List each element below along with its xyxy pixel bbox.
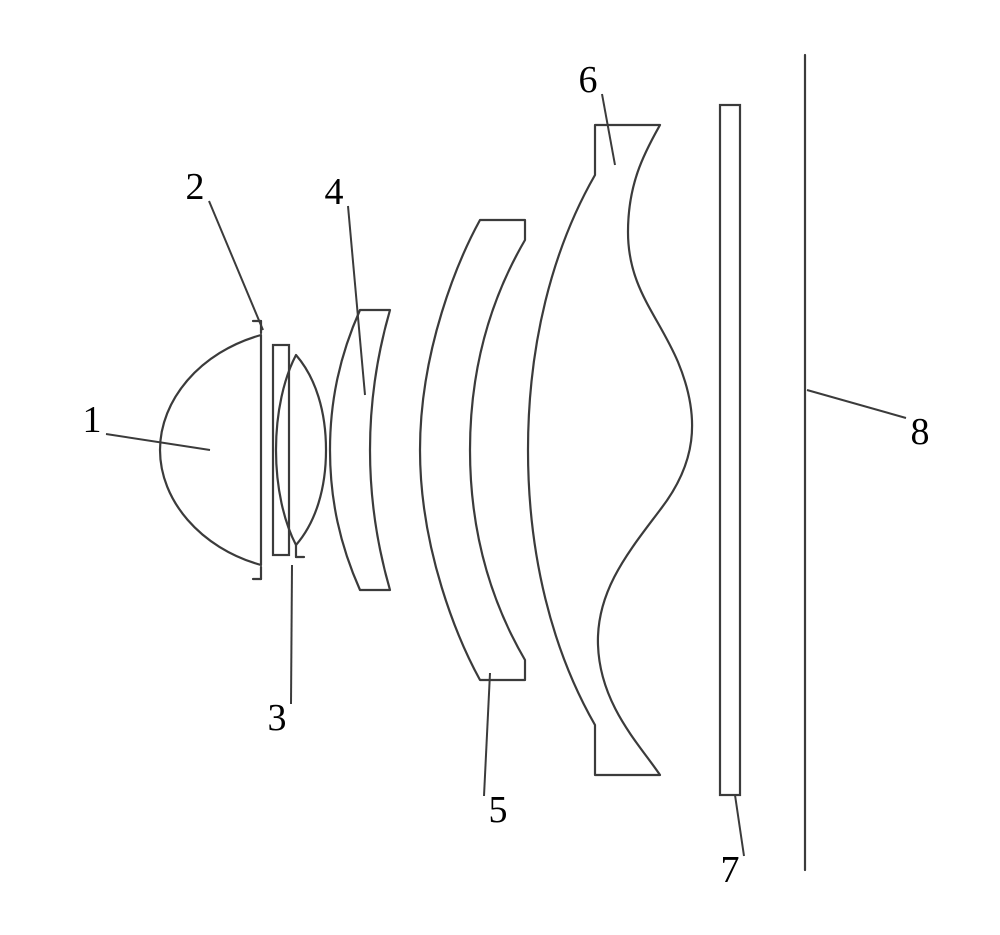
leader-2 (209, 201, 263, 330)
label-1: 1 (83, 398, 102, 442)
label-5: 5 (489, 788, 508, 832)
lens-3 (276, 355, 326, 545)
lens-1 (160, 335, 261, 565)
label-6: 6 (579, 58, 598, 102)
leader-3 (291, 565, 292, 704)
leader-4 (348, 206, 365, 395)
label-8: 8 (911, 410, 930, 454)
lens-4 (330, 310, 390, 590)
leader-5 (484, 673, 490, 796)
filter-7 (720, 105, 740, 795)
label-2: 2 (186, 165, 205, 209)
label-4: 4 (325, 170, 344, 214)
lens-5 (420, 220, 525, 680)
leader-6 (602, 94, 615, 165)
leader-7 (735, 795, 744, 856)
lens-6 (528, 125, 692, 775)
leader-1 (106, 434, 210, 450)
label-7: 7 (721, 848, 740, 892)
leader-8 (807, 390, 906, 418)
label-3: 3 (268, 696, 287, 740)
